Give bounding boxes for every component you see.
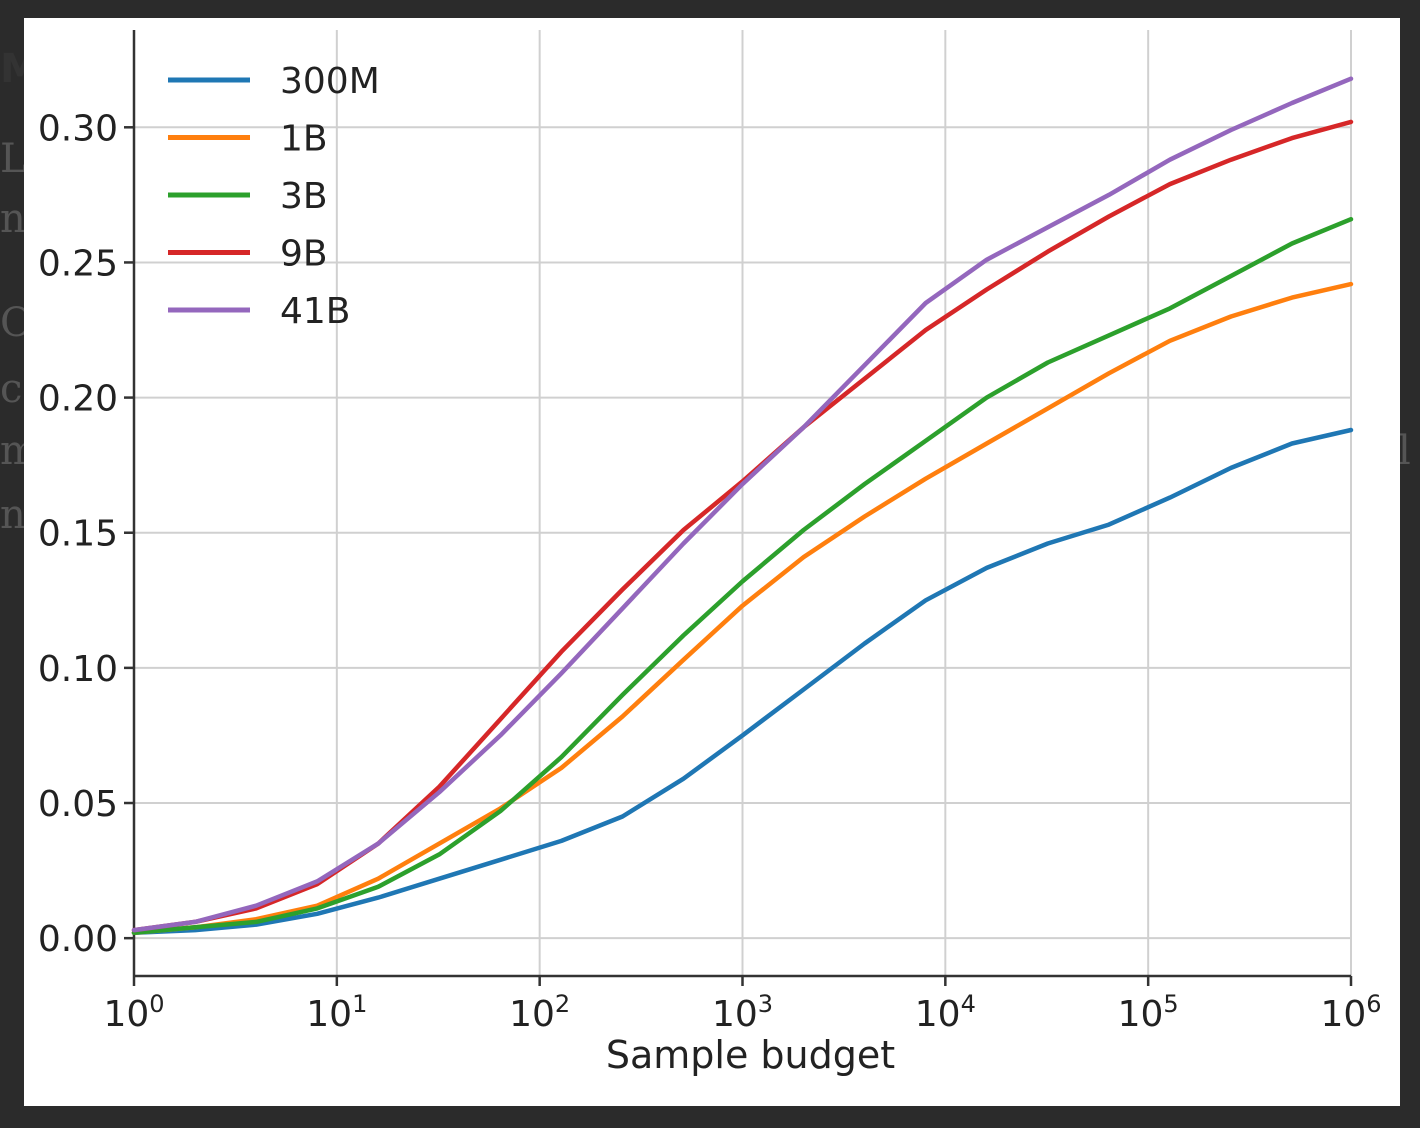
series-line-300m bbox=[131, 427, 1354, 936]
x-tick-label: 102 bbox=[509, 990, 570, 1035]
x-tick-label: 106 bbox=[1320, 990, 1381, 1035]
legend-label: 41B bbox=[280, 291, 351, 332]
x-tick-label: 104 bbox=[915, 990, 976, 1035]
x-tick-label: 105 bbox=[1118, 990, 1179, 1035]
y-tick-label: 0.10 bbox=[38, 649, 118, 690]
legend-label: 300M bbox=[280, 61, 380, 102]
y-tick-label: 0.25 bbox=[38, 243, 118, 284]
x-tick-label: 103 bbox=[712, 990, 773, 1035]
legend: 300M 1B 3B 9B 41B bbox=[168, 61, 380, 332]
x-axis-label: Sample budget bbox=[606, 1033, 895, 1077]
axes bbox=[124, 30, 1353, 986]
x-tick-label: 101 bbox=[306, 990, 367, 1035]
series-line-41b bbox=[131, 76, 1354, 933]
y-tick-label: 0.05 bbox=[38, 784, 118, 825]
y-tick-label: 0.30 bbox=[38, 108, 118, 149]
legend-label: 9B bbox=[280, 234, 328, 275]
series-line-3b bbox=[131, 216, 1354, 936]
series-line-1b bbox=[131, 281, 1354, 936]
series-lines bbox=[131, 76, 1354, 936]
tick-labels: 0.00 0.05 0.10 0.15 0.20 0.25 0.30 100 101 102 103… bbox=[38, 108, 1382, 1035]
legend-label: 3B bbox=[280, 176, 328, 217]
gridlines bbox=[133, 30, 1352, 976]
legend-label: 1B bbox=[280, 119, 328, 160]
x-tick-label: 100 bbox=[103, 990, 164, 1035]
y-tick-label: 0.00 bbox=[38, 919, 118, 960]
y-tick-label: 0.20 bbox=[38, 379, 118, 420]
y-tick-label: 0.15 bbox=[38, 514, 118, 555]
